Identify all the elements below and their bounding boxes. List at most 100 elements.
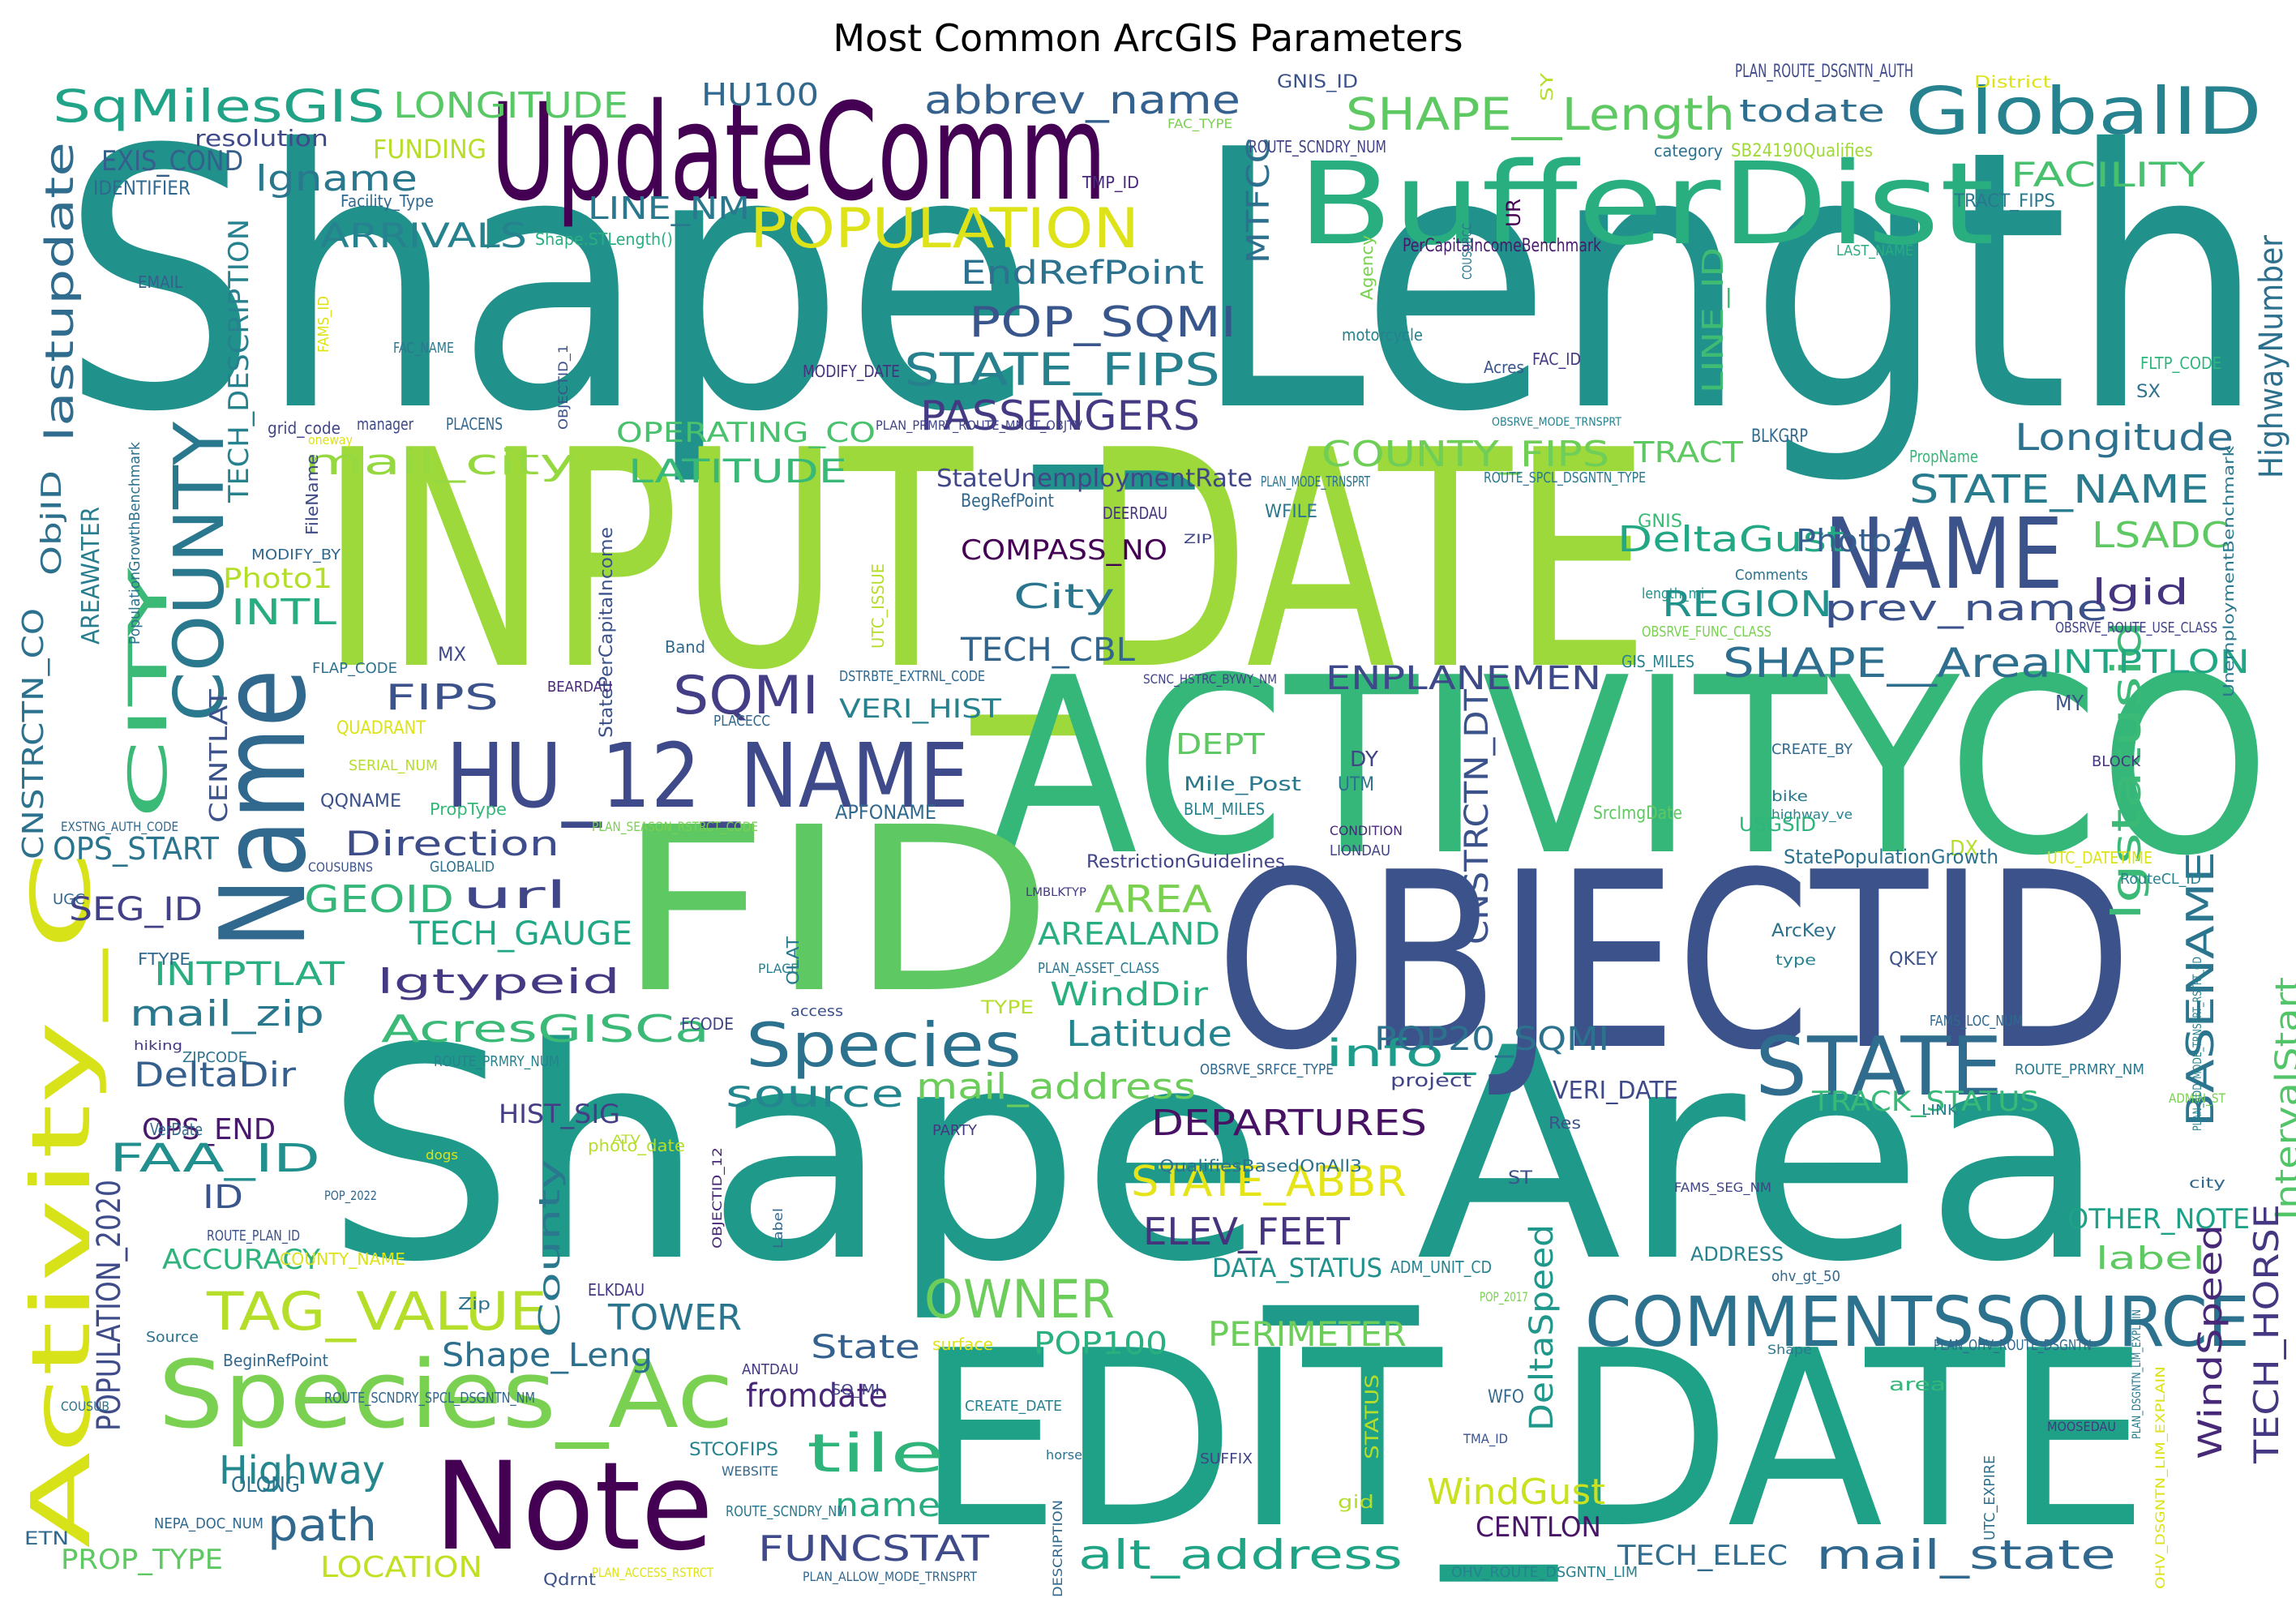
word-route-spcl-dsgntn-type: ROUTE_SPCL_DSGNTN_TYPE	[1484, 469, 1646, 486]
word-gnis-id: GNIS_ID	[1277, 72, 1358, 92]
word-windspeed: WindSpeed	[2192, 1224, 2230, 1459]
word-apfoname: APFONAME	[835, 801, 936, 824]
word-sb24190qualifies: SB24190Qualifies	[1731, 141, 1873, 161]
word-route-scndry-nm: ROUTE_SCNDRY_NM	[726, 1503, 847, 1520]
word-grid-code: grid_code	[268, 418, 341, 438]
word-objid: ObjID	[36, 470, 68, 576]
word-tag-value: TAG_VALUE	[206, 1282, 547, 1343]
word-county: COUNTY	[160, 421, 240, 722]
word-mail-address: mail_address	[916, 1066, 1196, 1107]
word-population-2020: POPULATION_2020	[91, 1180, 128, 1431]
word-globalid: GLOBALID	[430, 859, 495, 876]
word-globalid: GlobalID	[1905, 74, 2262, 149]
word-tech-gauge: TECH_GAUGE	[409, 915, 632, 953]
word-plan-prmry-route-mngt-objtv: PLAN_PRMRY_ROUTE_MNGT_OBJTV	[876, 418, 1082, 434]
word-path: path	[268, 1499, 377, 1551]
word-tech-cbl: TECH_CBL	[960, 632, 1136, 669]
word-status: STATUS	[1363, 1374, 1383, 1459]
word-accuracy: ACCURACY	[162, 1244, 320, 1276]
word-cnstrctn-dt: CNSTRCTN_DT	[1459, 688, 1496, 945]
word-acres: Acres	[1484, 358, 1524, 377]
word-hiking: hiking	[134, 1038, 182, 1053]
word-updatecomm: UpdateComm	[490, 75, 1107, 230]
word-percapitaincomebenchmark: PerCapitaIncomeBenchmark	[1403, 236, 1601, 256]
word-sy: SY	[1537, 72, 1557, 101]
word-area: area	[1889, 1375, 1946, 1395]
word-lastupdate: lastupdate	[37, 142, 83, 442]
word-direction: Direction	[345, 824, 559, 863]
word-facility: FACILITY	[2011, 155, 2205, 195]
chart-title: Most Common ArcGIS Parameters	[833, 16, 1463, 60]
word-enplanemen: ENPLANEMEN	[1326, 660, 1601, 697]
word-lsadc: LSADC	[2092, 515, 2230, 556]
word-manager: manager	[357, 414, 414, 434]
word-passengers: PASSENGERS	[920, 392, 1200, 439]
word-plan-asset-class: PLAN_ASSET_CLASS	[1038, 960, 1159, 977]
word-facility-type: Facility_Type	[341, 191, 434, 211]
word-tech-description: TECH_DESCRIPTION	[223, 219, 255, 503]
word-tma-id: TMA_ID	[1463, 1431, 1508, 1447]
word-wfo: WFO	[1488, 1387, 1524, 1407]
word-band: Band	[665, 637, 705, 657]
word-plan-allow-mode-trnsprt: PLAN_ALLOW_MODE_TRNSPRT	[803, 1569, 977, 1585]
word-hu-12-name: HU_12_NAME	[446, 724, 969, 828]
word-lgid: lgid	[2092, 572, 2189, 613]
word-zip: Zip	[458, 1294, 490, 1313]
word-tower: TOWER	[607, 1297, 742, 1339]
word-moosedau: MOOSEDAU	[2047, 1419, 2116, 1434]
word-exstng-auth-code: EXSTNG_AUTH_CODE	[61, 819, 178, 835]
word-surface: surface	[932, 1335, 993, 1354]
word-cnstrctn-co: CNSTRCTN_CO	[17, 608, 50, 859]
word-create-by: CREATE_BY	[1771, 741, 1853, 758]
word-pop-2017: POP_2017	[1480, 1289, 1528, 1305]
word-pop100: POP100	[1034, 1326, 1167, 1361]
word-ops-start: OPS_START	[53, 831, 220, 867]
word-city: city	[2189, 1175, 2225, 1192]
word-exis-cond: EXIS_COND	[101, 145, 243, 178]
word-description: DESCRIPTION	[1050, 1500, 1065, 1597]
word-windgust: WindGust	[1427, 1472, 1605, 1513]
word-faa-id: FAA_ID	[109, 1136, 320, 1181]
word-shape: Shape	[1767, 1342, 1812, 1357]
word-county-name: COUNTY_NAME	[280, 1249, 405, 1269]
word-cousubns: COUSUBNS	[308, 859, 373, 875]
word-agency: Agency	[1357, 235, 1377, 300]
word-comments: Comments	[1735, 567, 1808, 584]
word-fcode: FCODE	[681, 1014, 734, 1034]
word-deerdau: DEERDAU	[1103, 503, 1167, 523]
word-qualifiesbasedonall3: QualifiesBasedOnAll3	[1159, 1156, 1362, 1176]
word-email: EMAIL	[138, 272, 183, 292]
word-blm-miles: BLM_MILES	[1184, 799, 1265, 819]
word-pop20-sqmi: POP20_SQMI	[1374, 1021, 1609, 1058]
word-intervalstart: IntervalStart	[2269, 977, 2296, 1220]
word-intptlat: INTPTLAT	[154, 956, 345, 993]
word-gis-miles: GIS_MILES	[1621, 652, 1694, 671]
word-plan-mode-trnsprt: PLAN_MODE_TRNSPRT	[1261, 473, 1371, 491]
word-endrefpoint: EndRefPoint	[961, 255, 1204, 292]
word-stcofips: STCOFIPS	[689, 1440, 778, 1460]
word-srcimgdate: SrcImgDate	[1593, 803, 1682, 824]
word-liondau: LIONDAU	[1330, 842, 1390, 859]
word-beardau: BEARDAU	[547, 679, 612, 696]
word-placecc: PLACECC	[713, 713, 770, 730]
word-owner: OWNER	[924, 1270, 1115, 1330]
word-gid: gid	[1338, 1493, 1374, 1513]
word-nepa-doc-num: NEPA_DOC_NUM	[154, 1515, 263, 1532]
word-state: State	[811, 1329, 920, 1366]
word-area: AREA	[1094, 877, 1213, 921]
word-location: LOCATION	[320, 1551, 482, 1584]
word-route-scndry-spcl-dsgntn-nm: ROUTE_SCNDRY_SPCL_DSGNTN_NM	[324, 1390, 535, 1407]
word-plan-access-rstrct: PLAN_ACCESS_RSTRCT	[592, 1565, 713, 1581]
word-suffix: SUFFIX	[1200, 1450, 1253, 1467]
word-commentssource: COMMENTSSOURCE	[1585, 1283, 2250, 1363]
word-shape-leng: Shape_Leng	[442, 1337, 653, 1374]
word-todate: todate	[1739, 93, 1885, 129]
word-shape-area: Shape_Area	[324, 986, 2108, 1330]
word-filename: FileName	[302, 454, 322, 535]
word-centlat: CENTLAT	[205, 688, 233, 823]
word-routecl-id: RouteCL_ID	[2120, 871, 2201, 888]
word-longitude: LONGITUDE	[393, 85, 628, 126]
word-ftype: FTYPE	[138, 949, 191, 969]
word-seg-id: SEG_ID	[69, 891, 203, 928]
word-plan-ohv-route-dsgntn: PLAN_OHV_ROUTE_DSGNTN	[1934, 1337, 2092, 1354]
